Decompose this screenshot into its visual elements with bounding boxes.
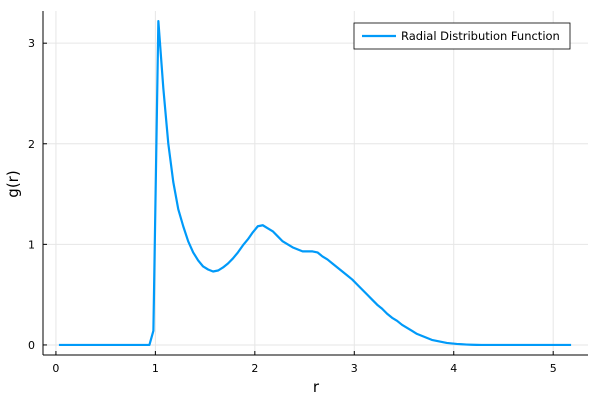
- x-tick-label: 2: [251, 362, 258, 375]
- y-tick-label: 1: [28, 238, 35, 251]
- series-layer: [58, 19, 572, 347]
- y-tick-label: 2: [28, 138, 35, 151]
- legend: Radial Distribution Function: [353, 22, 571, 50]
- x-tick-label: 4: [450, 362, 457, 375]
- x-tick-label: 3: [351, 362, 358, 375]
- axes: [42, 11, 588, 356]
- y-tick-label: 0: [28, 339, 35, 352]
- y-tick-label: 3: [28, 37, 35, 50]
- x-tick-label: 1: [152, 362, 159, 375]
- x-tick-label: 0: [52, 362, 59, 375]
- legend-label: Radial Distribution Function: [401, 29, 560, 43]
- y-axis-title: g(r): [4, 170, 22, 197]
- x-axis-title: r: [313, 378, 320, 396]
- x-tick-label: 5: [550, 362, 557, 375]
- tick-marks: 0 1 2 3 4 5 0 1 2 3: [28, 37, 557, 375]
- series-line-rdf: [58, 19, 572, 347]
